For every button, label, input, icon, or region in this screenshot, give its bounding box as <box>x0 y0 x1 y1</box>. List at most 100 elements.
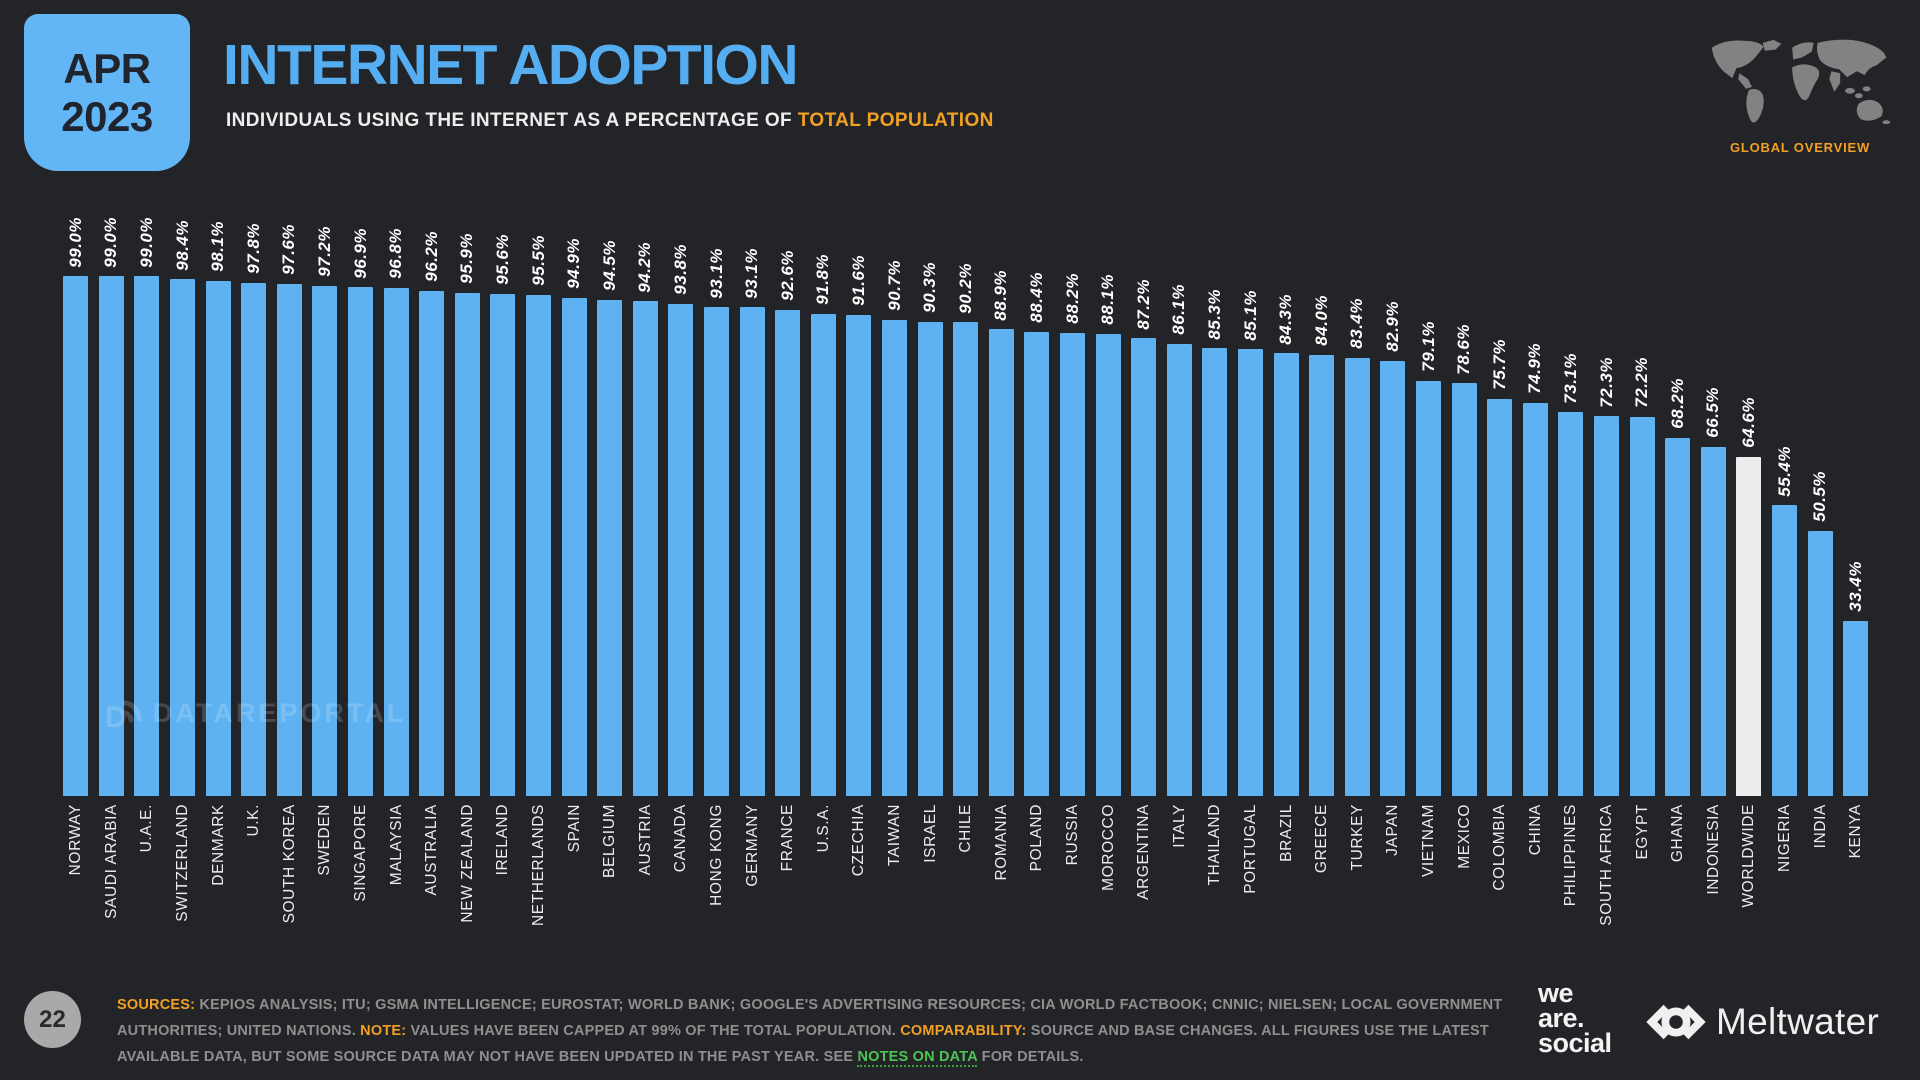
bar-column-vietnam: 79.1% VIETNAM <box>1411 0 1447 1080</box>
bar-column-egypt: 72.2% EGYPT <box>1624 0 1660 1080</box>
bar-israel <box>917 321 943 796</box>
notes-on-data-link[interactable]: NOTES ON DATA <box>857 1049 978 1067</box>
bar-egypt <box>1629 416 1655 796</box>
bar-category-label-france: FRANCE <box>779 804 797 872</box>
bar-category-label-morocco: MOROCCO <box>1099 804 1117 891</box>
bar-category-label-czechia: CZECHIA <box>850 804 868 877</box>
bar-poland <box>1024 331 1050 796</box>
bar-value-label-malaysia: 96.8% <box>386 228 406 279</box>
bar-column-turkey: 83.4% TURKEY <box>1340 0 1376 1080</box>
bar-category-label-germany: GERMANY <box>743 804 761 887</box>
bar-category-label-austria: AUSTRIA <box>636 804 654 876</box>
bar-column-sweden: 97.2% SWEDEN <box>307 0 343 1080</box>
bar-category-label-italy: ITALY <box>1170 804 1188 848</box>
bar-category-label-saudi-arabia: SAUDI ARABIA <box>102 804 120 919</box>
bar-value-label-australia: 96.2% <box>421 231 441 282</box>
bar-category-label-belgium: BELGIUM <box>601 804 619 878</box>
subtitle-highlight: TOTAL POPULATION <box>797 110 994 131</box>
bar-vietnam <box>1416 380 1442 796</box>
bar-column-philippines: 73.1% PHILIPPINES <box>1553 0 1589 1080</box>
bar-nigeria <box>1772 505 1798 796</box>
bar-category-label-worldwide: WORLDWIDE <box>1740 804 1758 908</box>
bar-column-norway: 99.0% NORWAY <box>58 0 94 1080</box>
bar-column-spain: 94.9% SPAIN <box>556 0 592 1080</box>
bar-value-label-norway: 99.0% <box>65 216 85 268</box>
bar-singapore <box>348 287 374 796</box>
bar-value-label-south-africa: 72.3% <box>1596 356 1616 408</box>
bar-value-label-switzerland: 98.4% <box>172 219 192 271</box>
bar-category-label-chile: CHILE <box>957 804 975 853</box>
bar-column-kenya: 33.4% KENYA <box>1838 0 1874 1080</box>
bar-greece <box>1309 355 1335 796</box>
bar-value-label-ghana: 68.2% <box>1667 378 1687 429</box>
bar-column-portugal: 85.1% PORTUGAL <box>1233 0 1269 1080</box>
bar-indonesia <box>1700 446 1726 796</box>
bar-column-south-korea: 97.6% SOUTH KOREA <box>272 0 308 1080</box>
bar-morocco <box>1095 333 1121 796</box>
bar-category-label-israel: ISRAEL <box>921 804 939 863</box>
bar-value-label-china: 74.9% <box>1525 343 1545 394</box>
bar-column-hong-kong: 93.1% HONG KONG <box>699 0 735 1080</box>
bar-column-belgium: 94.5% BELGIUM <box>592 0 628 1080</box>
bar-category-label-kenya: KENYA <box>1847 804 1865 859</box>
bar-italy <box>1166 344 1192 796</box>
bar-value-label-morocco: 88.1% <box>1098 273 1118 325</box>
bar-category-label-ghana: GHANA <box>1669 804 1687 863</box>
bar-value-label-canada: 93.8% <box>670 243 690 295</box>
bar-value-label-netherlands: 95.5% <box>528 234 548 286</box>
bar-value-label-sweden: 97.2% <box>314 226 334 277</box>
bar-argentina <box>1131 338 1157 796</box>
we-are-social-line: we <box>1538 978 1574 1008</box>
bar-column-u-k: 97.8% U.K. <box>236 0 272 1080</box>
bar-category-label-poland: POLAND <box>1028 804 1046 872</box>
bar-category-label-indonesia: INDONESIA <box>1704 804 1722 895</box>
bar-column-netherlands: 95.5% NETHERLANDS <box>521 0 557 1080</box>
bar-value-label-france: 92.6% <box>777 250 797 301</box>
bar-value-label-india: 50.5% <box>1810 471 1830 522</box>
bar-category-label-romania: ROMANIA <box>992 804 1010 881</box>
bar-category-label-south-africa: SOUTH AFRICA <box>1598 804 1616 926</box>
bar-mexico <box>1451 383 1477 796</box>
bar-column-switzerland: 98.4% SWITZERLAND <box>165 0 201 1080</box>
bar-column-greece: 84.0% GREECE <box>1304 0 1340 1080</box>
bar-column-nigeria: 55.4% NIGERIA <box>1767 0 1803 1080</box>
bar-value-label-denmark: 98.1% <box>208 221 228 272</box>
bar-value-label-u-a-e: 99.0% <box>136 216 156 268</box>
bar-value-label-ireland: 95.6% <box>492 234 512 286</box>
bar-category-label-china: CHINA <box>1526 804 1544 856</box>
page-number: 22 <box>39 1005 66 1033</box>
bar-value-label-u-s-a: 91.8% <box>813 254 833 305</box>
bar-south-korea <box>276 283 302 796</box>
bar-column-china: 74.9% CHINA <box>1518 0 1554 1080</box>
bar-u-k <box>241 282 267 796</box>
bar-romania <box>988 329 1014 796</box>
bar-column-ghana: 68.2% GHANA <box>1660 0 1696 1080</box>
bar-value-label-romania: 88.9% <box>991 269 1011 321</box>
bar-category-label-japan: JAPAN <box>1384 804 1402 856</box>
bar-japan <box>1380 360 1406 796</box>
bar-column-indonesia: 66.5% INDONESIA <box>1696 0 1732 1080</box>
bar-value-label-colombia: 75.7% <box>1489 338 1509 390</box>
bar-malaysia <box>383 287 409 796</box>
footer-note-segment: SOURCE AND BASE CHANGES. ALL FIGURES USE… <box>117 1023 1489 1065</box>
bar-denmark <box>205 281 231 796</box>
bar-category-label-turkey: TURKEY <box>1348 804 1366 871</box>
bar-russia <box>1060 332 1086 796</box>
bar-turkey <box>1344 358 1370 796</box>
bar-value-label-egypt: 72.2% <box>1632 357 1652 408</box>
bar-column-south-africa: 72.3% SOUTH AFRICA <box>1589 0 1625 1080</box>
bar-canada <box>668 303 694 796</box>
date-badge-month: APR <box>63 45 151 93</box>
bar-sweden <box>312 285 338 796</box>
bar-column-colombia: 75.7% COLOMBIA <box>1482 0 1518 1080</box>
bar-column-saudi-arabia: 99.0% SAUDI ARABIA <box>94 0 130 1080</box>
bar-value-label-belgium: 94.5% <box>599 240 619 291</box>
we-are-social-logo: we are. social <box>1538 978 1612 1057</box>
bar-value-label-singapore: 96.9% <box>350 227 370 279</box>
bar-value-label-turkey: 83.4% <box>1347 298 1367 350</box>
meltwater-logo: Meltwater <box>1645 1001 1879 1043</box>
bar-netherlands <box>526 294 552 796</box>
bar-kenya <box>1843 620 1869 796</box>
bar-value-label-new-zealand: 95.9% <box>457 232 477 284</box>
